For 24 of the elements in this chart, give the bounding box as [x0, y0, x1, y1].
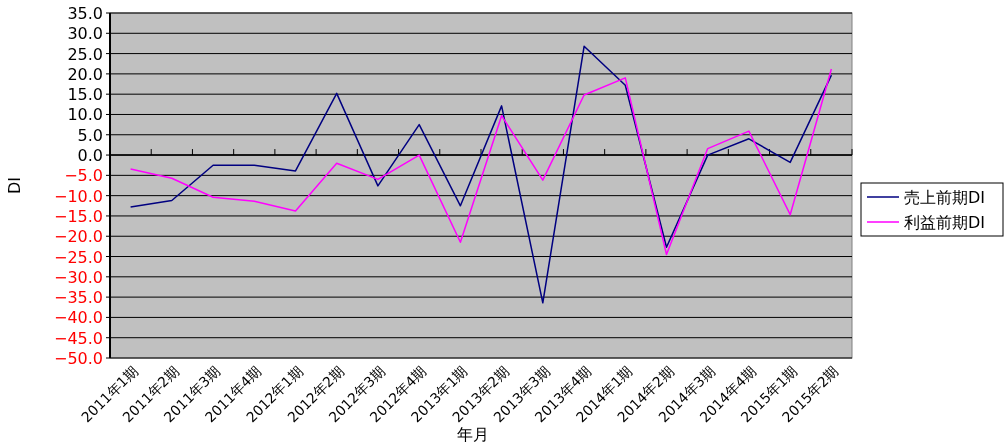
y-tick-label: −50.0: [53, 349, 103, 368]
y-tick-label: −30.0: [53, 267, 103, 287]
y-tick-label: −5.0: [64, 166, 103, 186]
y-tick-label: 10.0: [67, 105, 103, 125]
y-tick-label: 20.0: [67, 64, 103, 84]
line-series: [129, 68, 833, 256]
y-tick-label: 5.0: [77, 125, 103, 145]
y-tick-label: 0.0: [77, 146, 103, 166]
y-tick-label: −40.0: [53, 308, 103, 328]
y-tick-label: −25.0: [53, 247, 103, 267]
legend-label: 利益前期DI: [904, 213, 986, 232]
y-tick-label: −15.0: [53, 206, 103, 226]
y-tick-label: 15.0: [67, 85, 103, 105]
y-tick-label: −10.0: [53, 186, 103, 206]
y-tick-label: −20.0: [53, 227, 103, 247]
y-tick-label: 25.0: [67, 44, 103, 64]
y-axis-title: DI: [5, 176, 24, 195]
y-tick-label: 35.0: [67, 4, 103, 23]
y-tick-label: −35.0: [53, 288, 103, 308]
y-tick-label: 30.0: [67, 24, 103, 44]
x-axis-title: 年月: [457, 425, 489, 444]
y-tick-label: −45.0: [53, 328, 103, 348]
legend-label: 売上前期DI: [904, 188, 986, 207]
line-series: [129, 45, 833, 304]
